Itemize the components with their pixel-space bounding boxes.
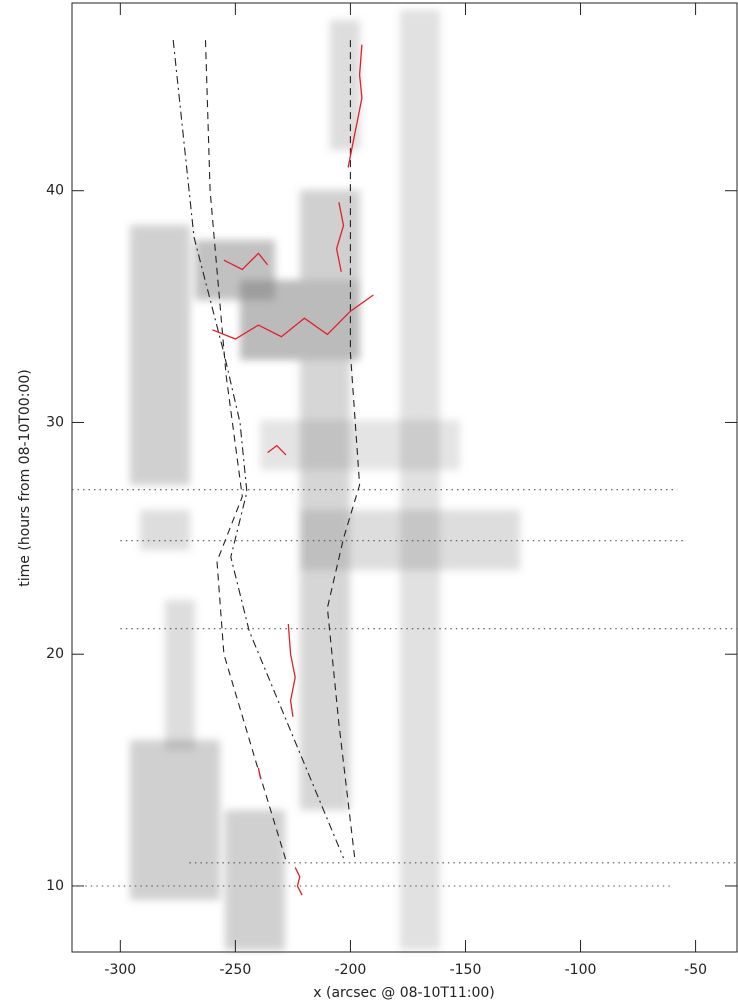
trace-line [223, 252, 269, 271]
x-tick-label: -200 [335, 962, 367, 978]
x-tick-label: -100 [565, 962, 597, 978]
trace-line [267, 444, 287, 456]
trace-line [212, 294, 374, 340]
y-tick-label: 10 [46, 878, 64, 894]
plot-frame [71, 2, 738, 953]
x-tick-label: -250 [219, 962, 251, 978]
x-axis-label: x (arcsec @ 08-10T11:00) [313, 985, 494, 1001]
y-tick-label: 40 [46, 183, 64, 199]
trace-line [335, 202, 345, 272]
trace-line [257, 767, 262, 780]
trace-line [294, 867, 303, 896]
y-tick-label: 20 [46, 646, 64, 662]
x-tick-label: -150 [450, 962, 482, 978]
trace-line [287, 624, 296, 717]
trace-line [204, 40, 287, 861]
trace-line [172, 40, 345, 859]
image-texture [130, 10, 520, 950]
y-axis-label: time (hours from 08-10T00:00) [17, 369, 33, 586]
x-tick-label: -300 [104, 962, 136, 978]
trace-line [326, 40, 361, 861]
x-tick-label: -50 [684, 962, 707, 978]
y-tick-label: 30 [46, 414, 64, 430]
trace-line [347, 44, 363, 168]
